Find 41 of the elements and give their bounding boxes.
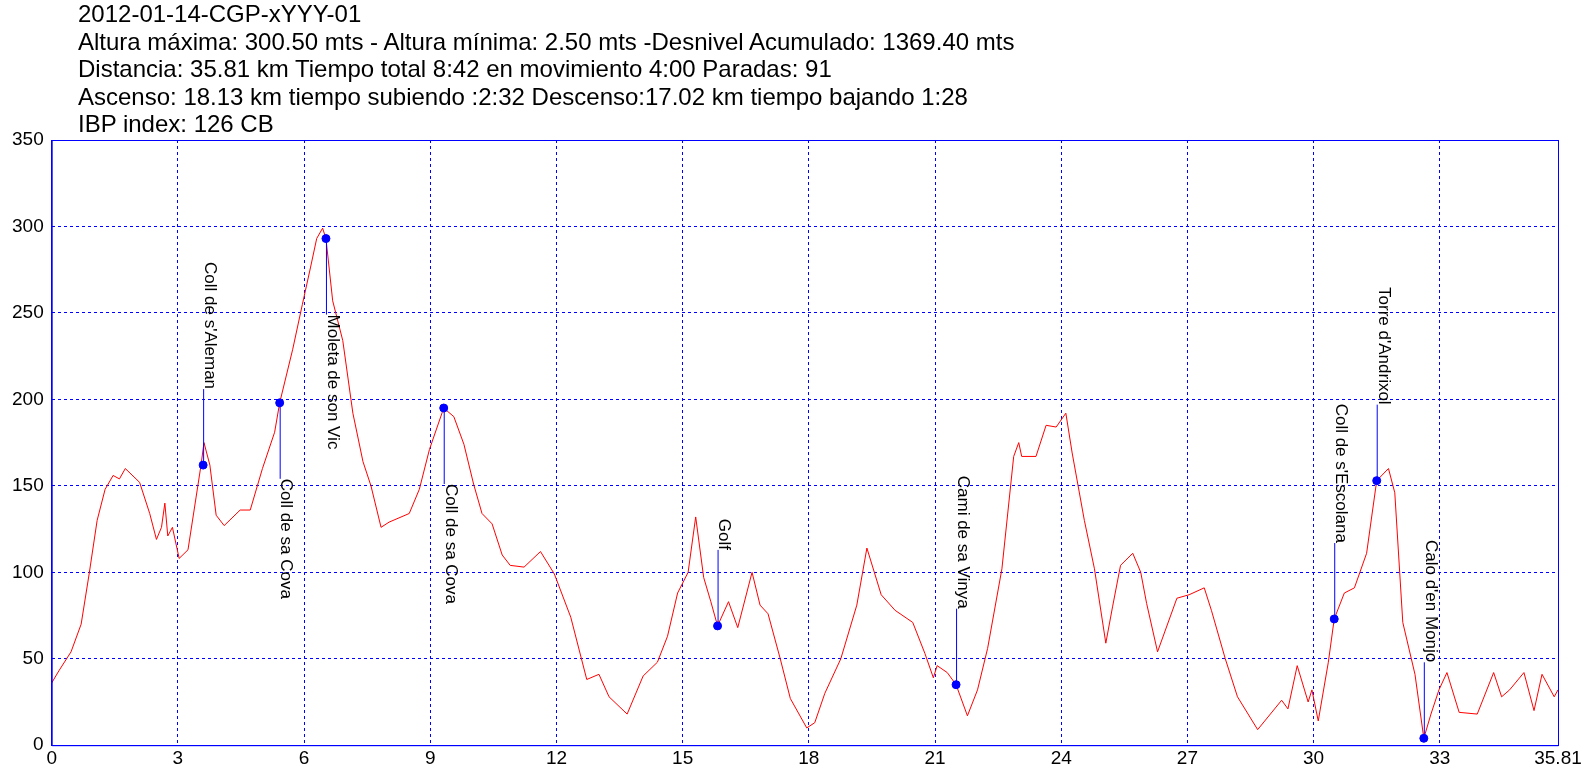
annotation: Coll de sa Cova [277, 478, 297, 600]
point [1419, 733, 1429, 743]
annotation: Golf [715, 518, 735, 551]
y-tick-label: 100 [12, 560, 44, 582]
point [198, 460, 208, 470]
x-tick-label: 3 [172, 746, 184, 768]
x-tick-label: 12 [545, 746, 568, 768]
y-tick-label: 150 [12, 474, 44, 496]
point [439, 403, 449, 413]
text: Altura máxima: 300.50 mts - Altura mínima: 2.50 mts -Desnivel Acumulado: 1369.40 mts [78, 27, 1015, 55]
y-tick-label: 300 [12, 214, 44, 236]
x-tick-label: 6 [298, 746, 310, 768]
x-tick-label: 35.81 [1534, 746, 1582, 768]
y-tick-label: 200 [12, 387, 44, 409]
x-tick-label: 27 [1176, 746, 1198, 768]
x-tick-label: 33 [1429, 746, 1451, 768]
y-tick-label: 250 [12, 301, 44, 323]
annotation: Coll de s'Escolana [1332, 403, 1352, 544]
x-tick-label: 18 [798, 746, 820, 768]
x-tick-label: 15 [672, 746, 694, 768]
point [1372, 476, 1382, 486]
y-tick-label: 350 [12, 128, 44, 150]
annotation: Moleta de son Vic [323, 314, 343, 450]
point [275, 398, 285, 408]
text: Ascenso: 18.13 km tiempo subiendo :2:32 Descenso:17.02 km tiempo bajando 1:28 [78, 82, 969, 110]
annotation: Coll de sa Cova [441, 484, 461, 605]
text: IBP index: 126 CB [78, 110, 275, 138]
x-tick-label: 21 [924, 746, 946, 768]
annotation: Coll de s'Aleman [200, 262, 220, 390]
chart-title: 2012-01-14-CGP-xYYY-01 [78, 0, 363, 28]
point [951, 680, 961, 690]
point [321, 234, 331, 244]
x-tick-label: 9 [424, 746, 436, 768]
x-tick-label: 24 [1050, 746, 1073, 768]
text: Distancia: 35.81 km Tiempo total 8:42 en movimiento 4:00 Paradas: 91 [78, 55, 833, 83]
annotation: Torre d'Andrixol [1374, 287, 1394, 405]
point [1329, 614, 1339, 624]
annotation: Calo d'en Monjo [1421, 539, 1441, 663]
x-tick-label: 30 [1303, 746, 1325, 768]
y-tick-label: 50 [22, 646, 44, 668]
annotation: Cami de sa Vinya [953, 475, 973, 610]
